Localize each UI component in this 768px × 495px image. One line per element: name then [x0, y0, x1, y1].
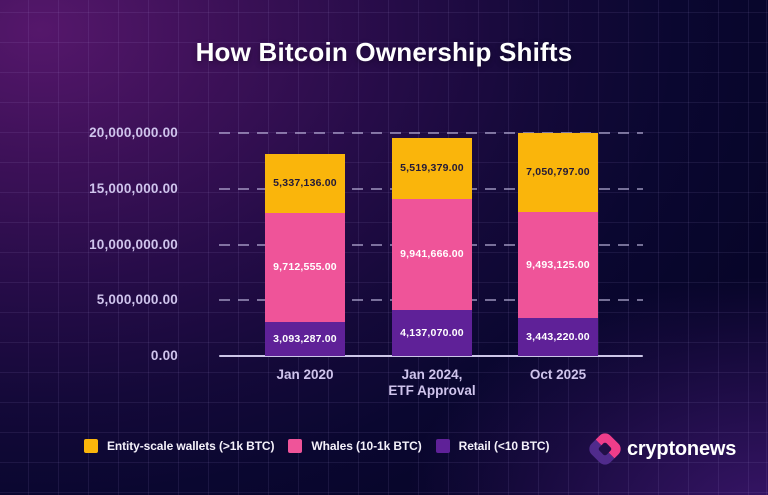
bar-segment: 9,941,666.00 — [392, 199, 472, 310]
x-axis-category-label: Jan 2024, ETF Approval — [388, 367, 476, 398]
bar-value-label: 5,519,379.00 — [400, 162, 464, 175]
logo-text: cryptonews — [627, 437, 737, 460]
legend-item: Whales (10-1k BTC) — [288, 439, 422, 453]
stacked-bar: 7,050,797.00 9,493,125.00 3,443,220.00 — [518, 133, 598, 356]
bar-value-label: 3,443,220.00 — [526, 330, 590, 343]
legend-swatch — [84, 439, 98, 453]
brand-logo: cryptonews — [586, 428, 736, 470]
bar-value-label: 9,941,666.00 — [400, 248, 464, 261]
bar-value-label: 9,712,555.00 — [273, 261, 337, 274]
bar-value-label: 9,493,125.00 — [526, 258, 590, 271]
gridline-dashed — [219, 132, 643, 134]
bar-segment: 5,337,136.00 — [265, 153, 345, 214]
bar-segment: 9,493,125.00 — [518, 211, 598, 318]
x-axis-category-label: Jan 2020 — [276, 367, 334, 382]
bar-value-label: 5,337,136.00 — [273, 177, 337, 190]
stacked-bar: 5,519,379.00 9,941,666.00 4,137,070.00 — [392, 137, 472, 356]
bar-value-label: 4,137,070.00 — [400, 326, 464, 339]
chart-legend: Entity-scale wallets (>1k BTC) Whales (10… — [84, 439, 550, 453]
y-axis: 20,000,000.00 15,000,000.00 10,000,000.00 5… — [0, 125, 178, 363]
bar-segment: 5,519,379.00 — [392, 137, 472, 200]
legend-swatch — [288, 439, 303, 453]
legend-item: Entity-scale wallets (>1k BTC) — [84, 439, 275, 453]
y-tick-label: 0.00 — [150, 348, 178, 363]
legend-item: Retail (<10 BTC) — [435, 439, 550, 453]
y-tick-label: 5,000,000.00 — [96, 292, 178, 308]
x-axis-category-label: Oct 2025 — [529, 367, 587, 382]
bar-segment: 3,443,220.00 — [518, 317, 598, 356]
x-axis-baseline — [219, 355, 643, 357]
y-tick-label: 10,000,000.00 — [89, 236, 178, 252]
legend-swatch — [435, 439, 450, 453]
y-tick-label: 20,000,000.00 — [89, 125, 178, 140]
bar-segment: 4,137,070.00 — [392, 309, 472, 356]
y-tick-label: 15,000,000.00 — [89, 180, 178, 196]
stacked-bar: 5,337,136.00 9,712,555.00 3,093,287.00 — [265, 153, 345, 356]
page-title: How Bitcoin Ownership Shifts — [195, 37, 573, 67]
bar-value-label: 7,050,797.00 — [526, 166, 590, 179]
bar-segment: 9,712,555.00 — [265, 213, 345, 322]
bar-segment: 7,050,797.00 — [518, 133, 598, 212]
chart-plot-area: 5,337,136.00 9,712,555.00 3,093,287.00 5,51… — [219, 132, 643, 357]
bar-segment: 3,093,287.00 — [265, 321, 345, 356]
legend-label: Entity-scale wallets (>1k BTC) — [107, 439, 275, 453]
cryptonews-hex-icon — [586, 428, 624, 470]
bar-value-label: 3,093,287.00 — [273, 332, 337, 345]
legend-label: Retail (<10 BTC) — [458, 439, 550, 453]
legend-label: Whales (10-1k BTC) — [311, 439, 422, 453]
